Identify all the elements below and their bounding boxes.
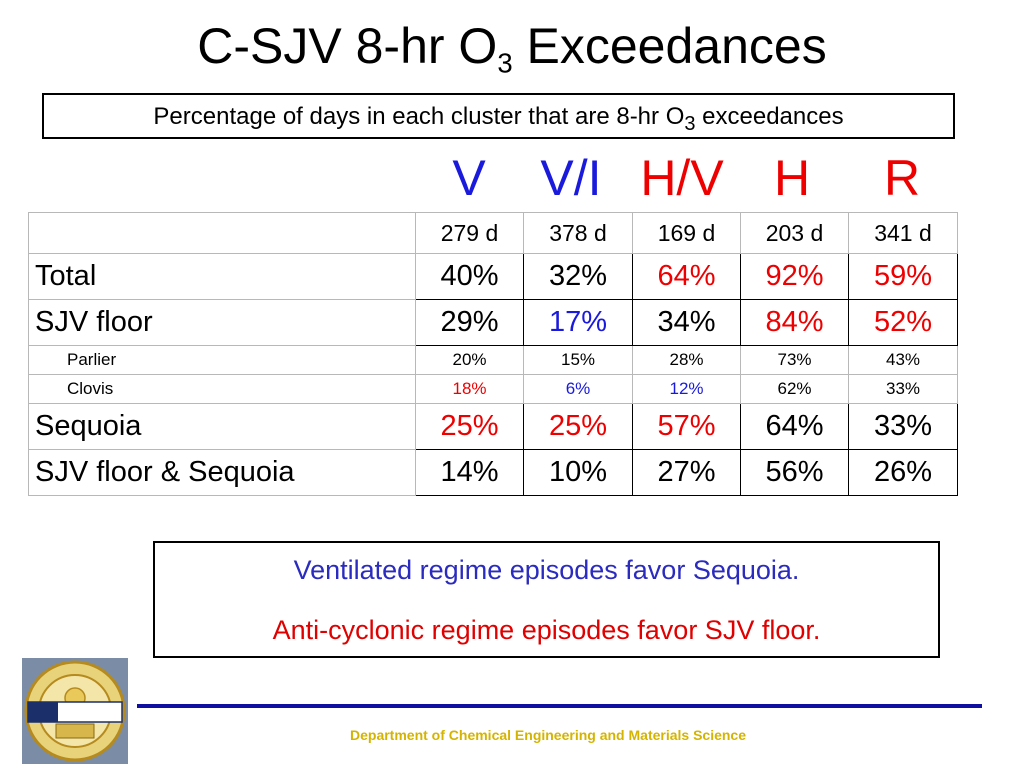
table-header-row: 279 d 378 d 169 d 203 d 341 d: [28, 212, 958, 254]
value-cell: 17%: [523, 299, 633, 346]
value-cell: 64%: [740, 403, 849, 450]
value-cell: 59%: [848, 253, 958, 300]
row-label: Total: [28, 253, 416, 300]
value-cell: 33%: [848, 374, 958, 404]
row-label: SJV floor & Sequoia: [28, 449, 416, 496]
notes-box: Ventilated regime episodes favor Sequoia…: [153, 541, 940, 658]
row-label: Clovis: [28, 374, 416, 404]
value-cell: 57%: [632, 403, 741, 450]
header-cell: 279 d: [415, 212, 524, 254]
uc-davis-seal-icon: [22, 658, 128, 764]
value-cell: 6%: [523, 374, 633, 404]
header-blank-cell: [28, 212, 416, 254]
row-label: SJV floor: [28, 299, 416, 346]
note-anticyclonic: Anti-cyclonic regime episodes favor SJV …: [272, 615, 821, 645]
exceedance-table: 279 d 378 d 169 d 203 d 341 d Total 40% 32…: [28, 212, 958, 496]
footer-department: Department of Chemical Engineering and M…: [350, 727, 746, 743]
cluster-label: H: [773, 150, 811, 206]
cluster-label: V/I: [540, 150, 602, 206]
value-cell: 10%: [523, 449, 633, 496]
value-cell: 25%: [415, 403, 524, 450]
value-cell: 84%: [740, 299, 849, 346]
value-cell: 14%: [415, 449, 524, 496]
row-label: Sequoia: [28, 403, 416, 450]
row-label: Parlier: [28, 345, 416, 375]
value-cell: 20%: [415, 345, 524, 375]
value-cell: 27%: [632, 449, 741, 496]
value-cell: 56%: [740, 449, 849, 496]
value-cell: 73%: [740, 345, 849, 375]
value-cell: 26%: [848, 449, 958, 496]
value-cell: 62%: [740, 374, 849, 404]
value-cell: 92%: [740, 253, 849, 300]
value-cell: 32%: [523, 253, 633, 300]
value-cell: 52%: [848, 299, 958, 346]
value-cell: 18%: [415, 374, 524, 404]
note-ventilated: Ventilated regime episodes favor Sequoia…: [293, 555, 800, 585]
cluster-label: H/V: [640, 150, 724, 206]
table-row: Clovis 18% 6% 12% 62% 33%: [28, 374, 958, 404]
value-cell: 25%: [523, 403, 633, 450]
value-cell: 15%: [523, 345, 633, 375]
table-row: Total 40% 32% 64% 92% 59%: [28, 253, 958, 300]
table-caption: Percentage of days in each cluster that …: [42, 93, 955, 139]
header-cell: 203 d: [740, 212, 849, 254]
value-cell: 64%: [632, 253, 741, 300]
value-cell: 43%: [848, 345, 958, 375]
value-cell: 34%: [632, 299, 741, 346]
header-cell: 378 d: [523, 212, 633, 254]
table-row: SJV floor 29% 17% 34% 84% 52%: [28, 299, 958, 346]
cluster-label: R: [883, 150, 921, 206]
header-cell: 169 d: [632, 212, 741, 254]
header-cell: 341 d: [848, 212, 958, 254]
table-row: SJV floor & Sequoia 14% 10% 27% 56% 26%: [28, 449, 958, 496]
cluster-label: V: [452, 150, 486, 206]
value-cell: 33%: [848, 403, 958, 450]
value-cell: 28%: [632, 345, 741, 375]
value-cell: 40%: [415, 253, 524, 300]
table-row: Sequoia 25% 25% 57% 64% 33%: [28, 403, 958, 450]
value-cell: 12%: [632, 374, 741, 404]
value-cell: 29%: [415, 299, 524, 346]
table-row: Parlier 20% 15% 28% 73% 43%: [28, 345, 958, 375]
footer-divider: [137, 704, 982, 708]
page-title: C-SJV 8-hr O3 Exceedances: [197, 18, 827, 79]
